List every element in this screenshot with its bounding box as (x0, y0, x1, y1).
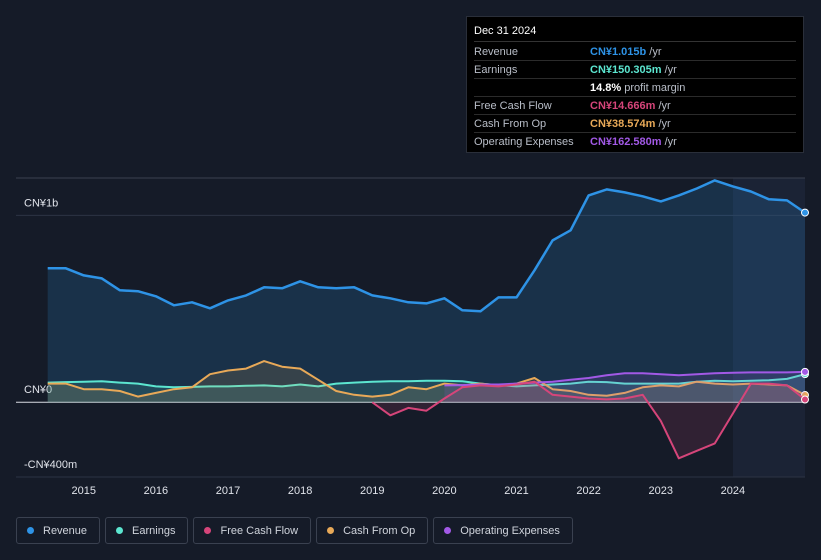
legend-label: Free Cash Flow (220, 524, 299, 537)
area-fill (444, 371, 805, 403)
tooltip-unit: profit margin (624, 81, 686, 94)
legend-item[interactable]: Cash From Op (316, 517, 429, 544)
x-tick-label: 2015 (72, 485, 96, 497)
y-tick-label: CN¥1b (24, 197, 58, 209)
tooltip-value: CN¥14.666m (590, 99, 656, 112)
x-tick-label: 2020 (432, 485, 456, 497)
series-line (47, 373, 806, 389)
tooltip-row: Revenue CN¥1.015b/yr (474, 43, 796, 61)
tooltip-value: CN¥38.574m (590, 117, 656, 130)
end-marker (801, 367, 809, 376)
series-line (47, 179, 806, 313)
y-tick-label: -CN¥400m (24, 459, 77, 471)
tooltip-label: Operating Expenses (474, 135, 574, 148)
legend-dot (204, 527, 212, 534)
tooltip-row: Earnings CN¥150.305m/yr (474, 61, 796, 79)
x-tick-label: 2016 (144, 485, 168, 497)
tooltip-unit: /yr (658, 99, 671, 112)
chart: -CN¥400m CN¥0 CN¥1b 2015 2016 2017 2018 2019 202… (16, 177, 809, 497)
tooltip-row: Free Cash Flow CN¥14.666m/yr (474, 97, 796, 115)
series-line (371, 380, 806, 460)
x-tick-label: 2018 (288, 485, 312, 497)
legend-dot (327, 527, 335, 534)
tooltip-unit: /yr (649, 45, 662, 58)
area-fill (372, 381, 805, 459)
tooltip-row: Operating Expenses CN¥162.580m/yr (474, 133, 796, 150)
tooltip-row: Cash From Op CN¥38.574m/yr (474, 115, 796, 133)
series-line (47, 360, 806, 398)
series-line (444, 370, 806, 387)
area-fill (47, 180, 805, 403)
tooltip-row: 14.8% profit margin (474, 79, 796, 97)
tooltip-value: CN¥1.015b (590, 45, 647, 58)
x-tick-label: 2022 (576, 485, 600, 497)
legend-item[interactable]: Earnings (105, 517, 189, 544)
legend-label: Revenue (43, 524, 88, 537)
x-tick-label: 2024 (721, 485, 745, 497)
x-tick-label: 2023 (649, 485, 673, 497)
tooltip-unit: /yr (664, 63, 677, 76)
x-tick-label: 2017 (216, 485, 240, 497)
tooltip-unit: /yr (658, 117, 671, 130)
tooltip-value: 14.8% (590, 81, 622, 94)
tooltip-label: Cash From Op (474, 117, 547, 130)
end-marker (801, 395, 809, 404)
legend-item[interactable]: Free Cash Flow (193, 517, 312, 544)
tooltip: Dec 31 2024 Revenue CN¥1.015b/yr Earnings C… (466, 16, 804, 153)
legend-item[interactable]: Revenue (16, 517, 101, 544)
legend-item[interactable]: Operating Expenses (433, 517, 573, 544)
end-marker (801, 208, 809, 217)
legend-label: Operating Expenses (460, 524, 560, 537)
area-fill (47, 361, 805, 403)
legend-label: Cash From Op (343, 524, 416, 537)
legend: Revenue Earnings Free Cash Flow Cash From O… (16, 517, 573, 544)
tooltip-label: Revenue (474, 45, 519, 58)
tooltip-value: CN¥162.580m (590, 135, 662, 148)
tooltip-label: Earnings (474, 63, 518, 76)
y-tick-label: CN¥0 (24, 384, 52, 396)
tooltip-unit: /yr (664, 135, 677, 148)
tooltip-rows: Revenue CN¥1.015b/yr Earnings CN¥150.305m/y… (474, 43, 796, 150)
x-tick-label: 2021 (504, 485, 528, 497)
legend-dot (116, 527, 124, 534)
forecast-shade (733, 178, 805, 477)
legend-dot (27, 527, 34, 534)
tooltip-value: CN¥150.305m (590, 63, 662, 76)
x-tick-label: 2019 (360, 485, 384, 497)
tooltip-title: Dec 31 2024 (474, 25, 796, 42)
tooltip-label: Free Cash Flow (474, 99, 552, 112)
legend-label: Earnings (132, 524, 176, 537)
legend-dot (444, 527, 452, 534)
